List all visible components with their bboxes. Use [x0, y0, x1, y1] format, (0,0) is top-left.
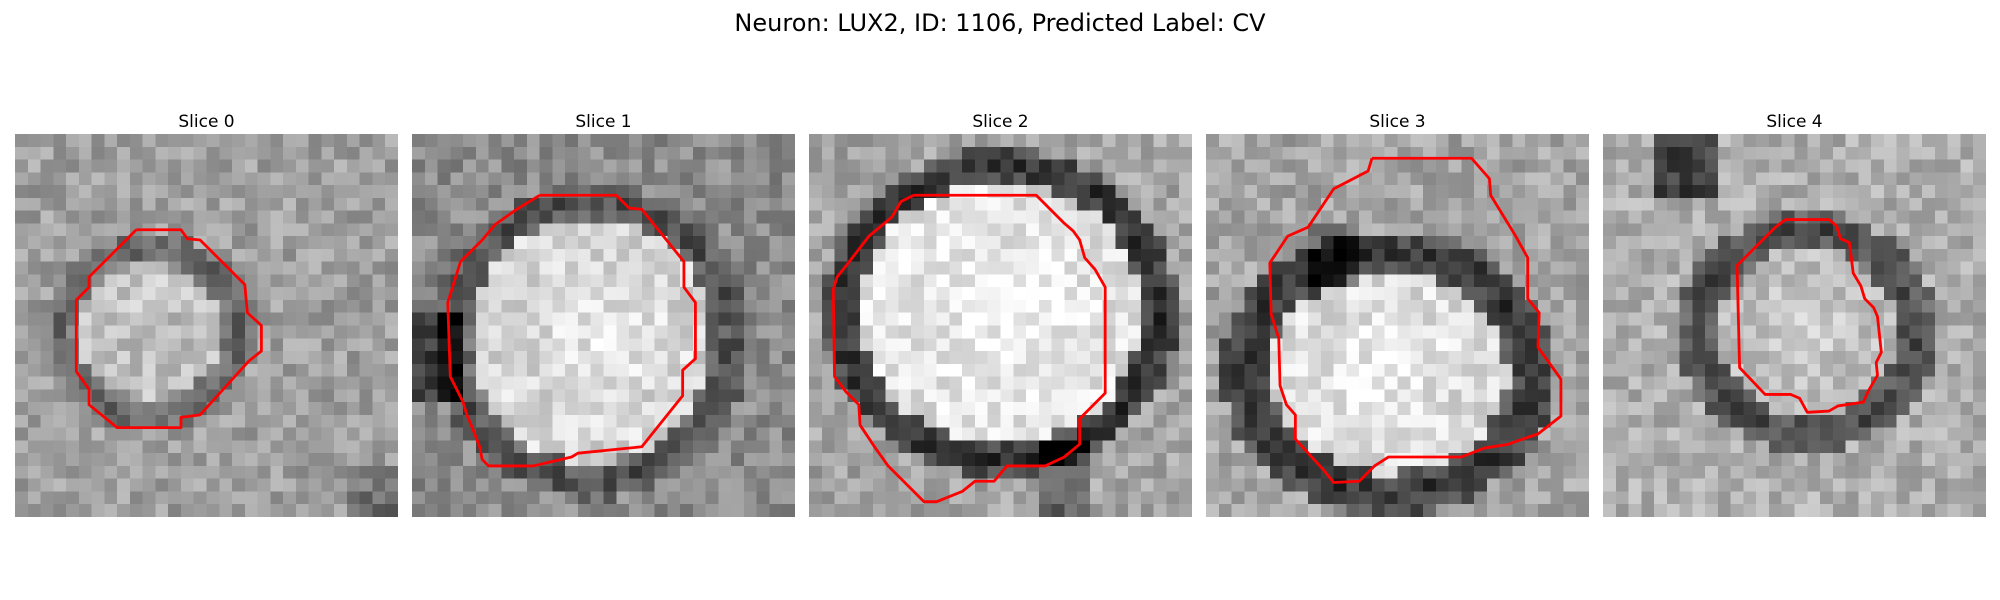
segmentation-contour-4	[1735, 218, 1883, 414]
slice-title-1: Slice 1	[575, 112, 632, 132]
figure-title: Neuron: LUX2, ID: 1106, Predicted Label:…	[734, 9, 1266, 37]
slice-title-4: Slice 4	[1766, 112, 1823, 132]
slice-image-0	[15, 134, 398, 517]
pixel-grid-3	[1206, 134, 1589, 517]
pixel-grid-2	[809, 134, 1192, 517]
slice-title-2: Slice 2	[972, 112, 1029, 132]
segmentation-contour-1	[446, 193, 697, 468]
slice-image-4	[1603, 134, 1986, 517]
pixel-grid-1	[412, 134, 795, 517]
pixel-grid-4	[1603, 134, 1986, 517]
slice-image-3	[1206, 134, 1589, 517]
slice-title-0: Slice 0	[178, 112, 235, 132]
slice-image-1	[412, 134, 795, 517]
slice-image-2	[809, 134, 1192, 517]
slice-panel-2: Slice 2	[809, 110, 1192, 517]
slice-panel-4: Slice 4	[1603, 110, 1986, 517]
pixel-grid-0	[15, 134, 398, 517]
slice-panel-1: Slice 1	[412, 110, 795, 517]
segmentation-contour-3	[1268, 156, 1563, 484]
slice-title-3: Slice 3	[1369, 112, 1426, 132]
segmentation-contour-0	[74, 228, 263, 430]
slice-panel-0: Slice 0	[15, 110, 398, 517]
segmentation-contour-2	[831, 193, 1107, 504]
slice-panel-3: Slice 3	[1206, 110, 1589, 517]
